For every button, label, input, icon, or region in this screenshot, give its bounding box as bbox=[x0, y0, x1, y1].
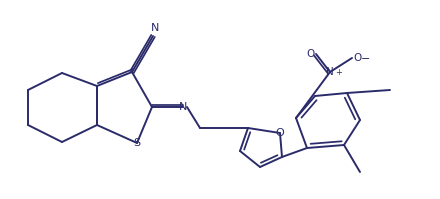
Text: O: O bbox=[353, 53, 361, 63]
Text: O: O bbox=[307, 49, 315, 59]
Text: −: − bbox=[361, 54, 370, 64]
Text: N: N bbox=[179, 102, 187, 112]
Text: +: + bbox=[335, 68, 342, 77]
Text: S: S bbox=[133, 138, 140, 148]
Text: O: O bbox=[275, 128, 284, 138]
Text: N: N bbox=[326, 67, 334, 77]
Text: N: N bbox=[151, 23, 159, 33]
